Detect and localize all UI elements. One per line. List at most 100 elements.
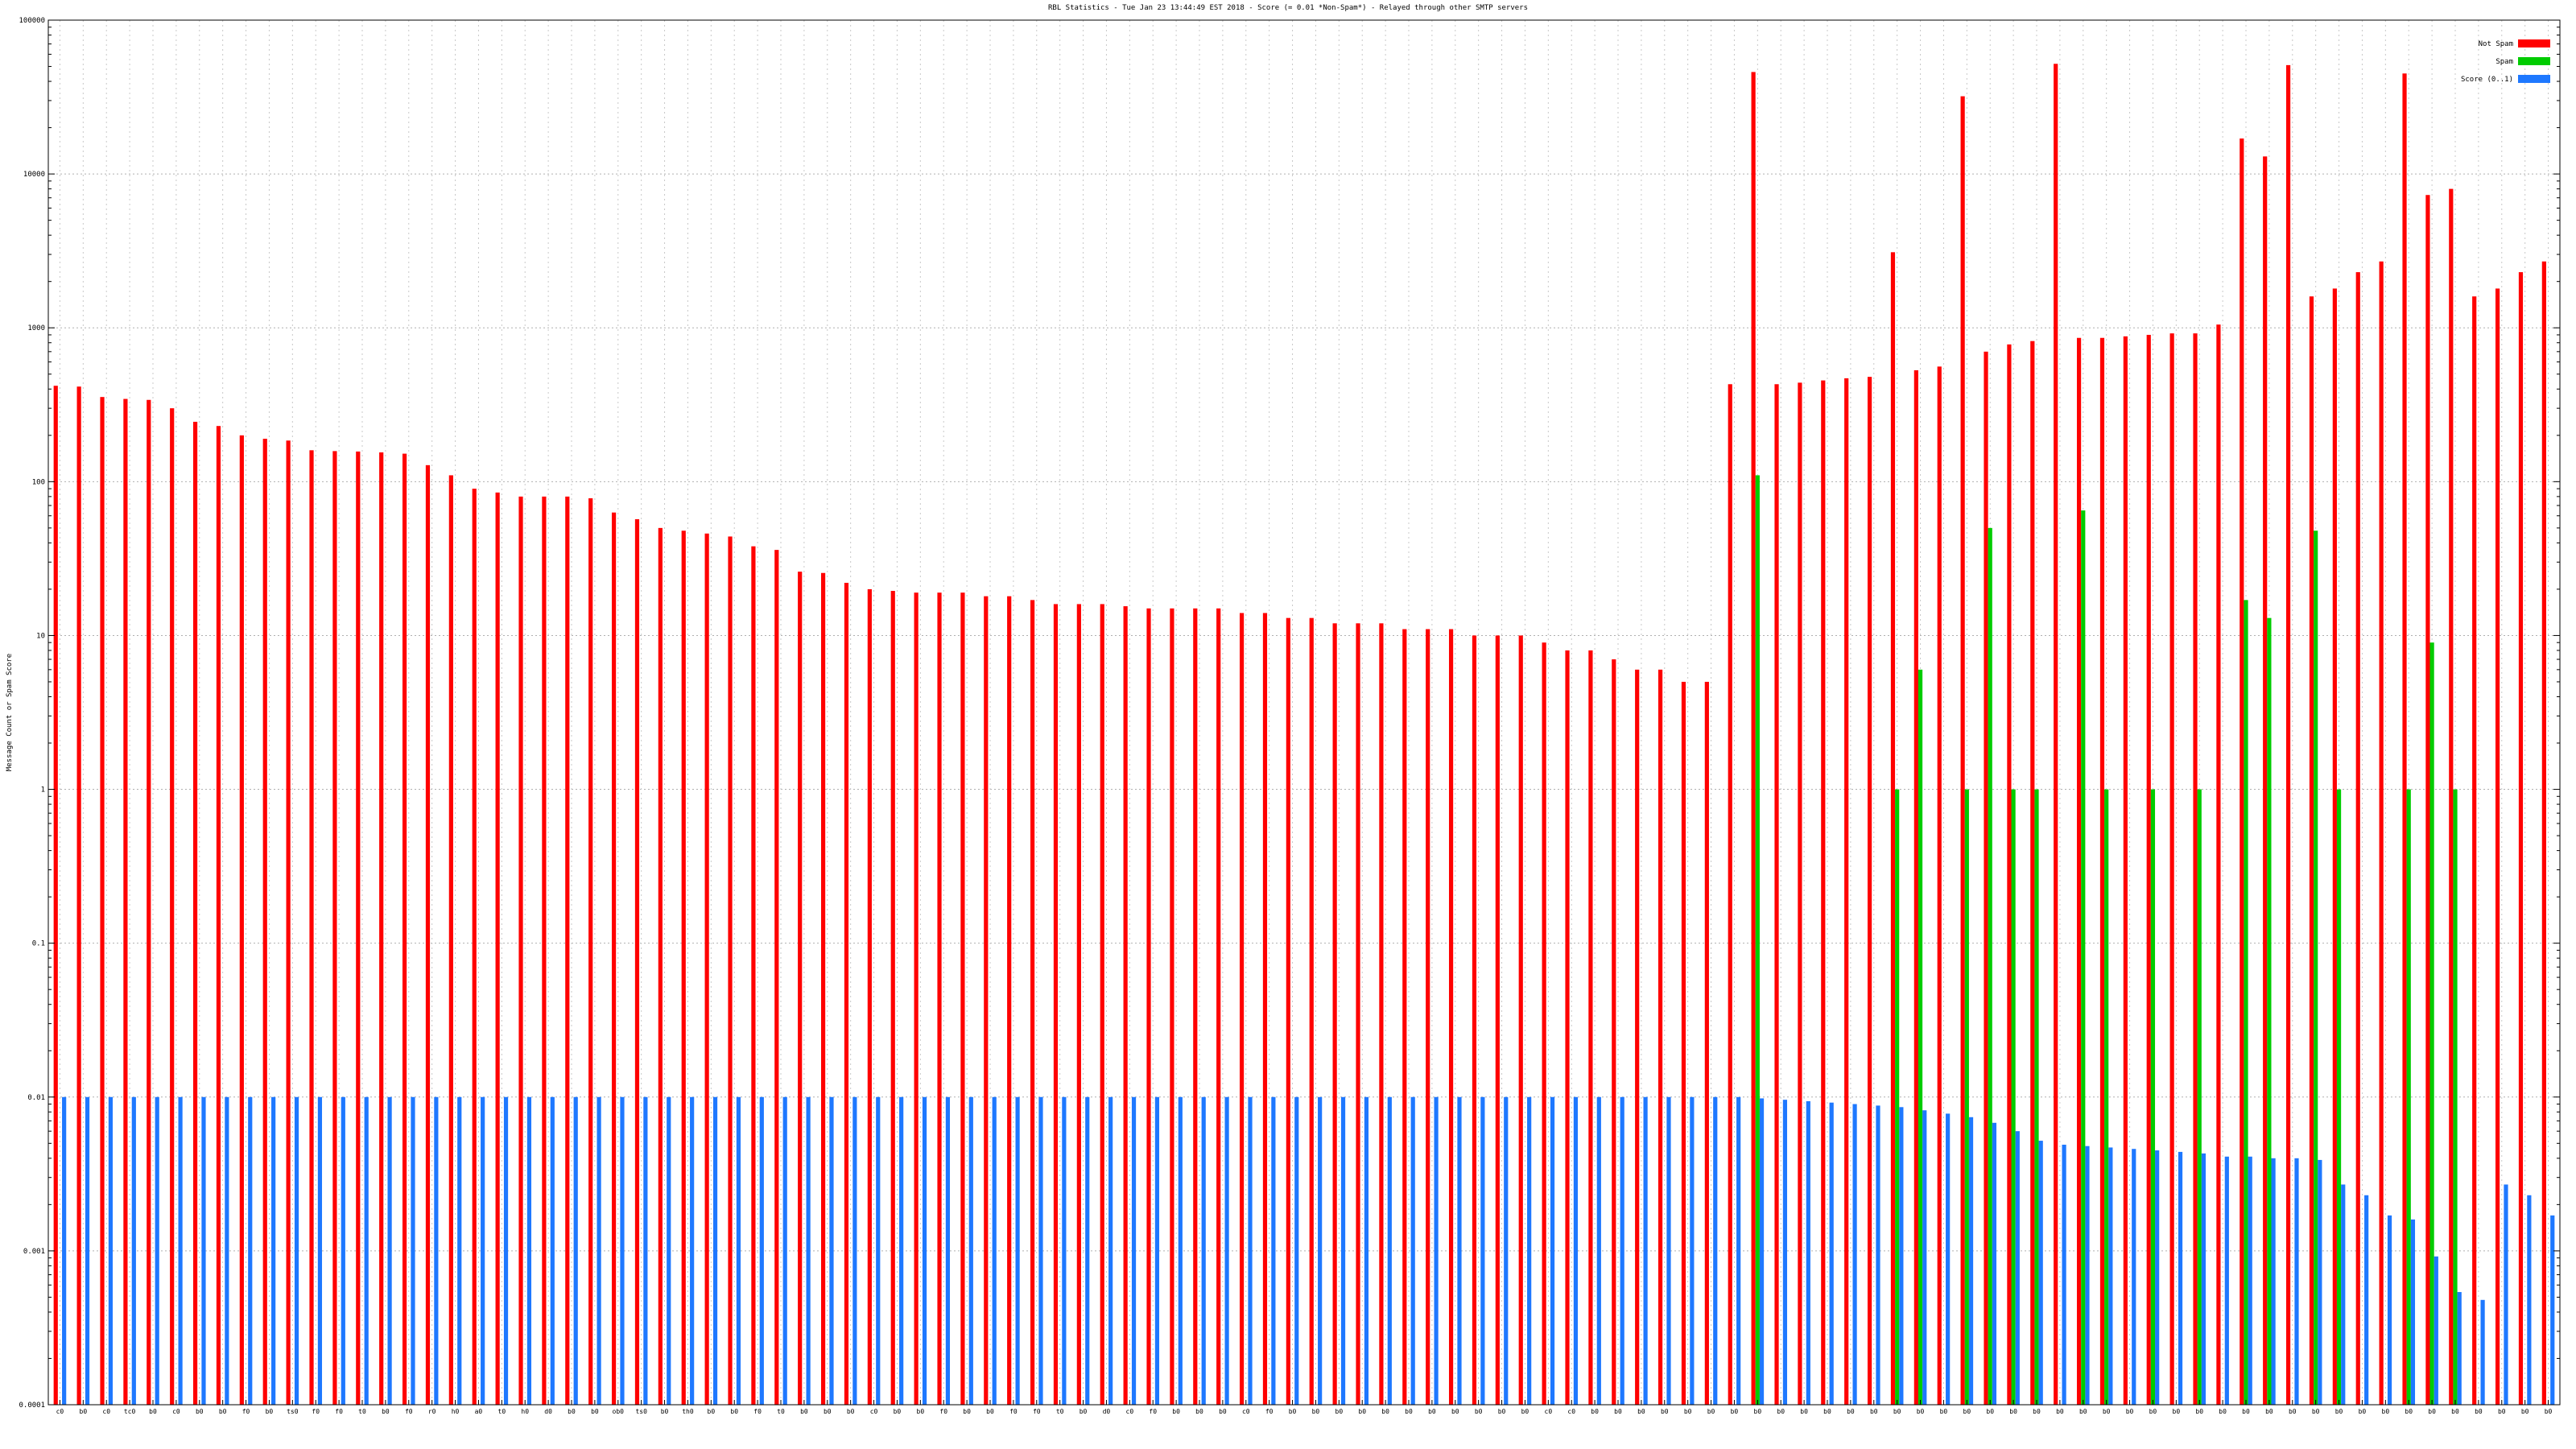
bar-score-0-1: [317, 1096, 323, 1405]
bar-score-0-1: [1643, 1096, 1648, 1405]
bar-score-0-1: [2224, 1156, 2229, 1405]
x-tick-label: b0: [2405, 1408, 2413, 1415]
x-tick-label: b0: [1591, 1408, 1599, 1415]
x-tick-label: b0: [2521, 1408, 2529, 1415]
x-tick-label: b0: [1800, 1408, 1808, 1415]
bar-not-spam: [1076, 604, 1081, 1405]
bar-score-0-1: [1782, 1100, 1788, 1405]
bar-not-spam: [2541, 261, 2546, 1405]
x-tick-label: b0: [219, 1408, 227, 1415]
bar-score-0-1: [131, 1096, 136, 1405]
bar-not-spam: [2169, 333, 2174, 1405]
bar-not-spam: [1356, 623, 1360, 1405]
bar-score-0-1: [225, 1096, 229, 1405]
x-tick-label: c0: [870, 1408, 878, 1415]
bar-not-spam: [2146, 334, 2151, 1405]
y-tick-label: 1000: [27, 324, 45, 332]
bar-score-0-1: [1852, 1104, 1857, 1405]
bar-spam: [2104, 789, 2109, 1405]
x-tick-label: b0: [708, 1408, 716, 1415]
bar-not-spam: [1844, 378, 1849, 1406]
bar-not-spam: [1262, 613, 1268, 1405]
bar-not-spam: [1588, 650, 1593, 1405]
bar-score-0-1: [155, 1096, 159, 1405]
x-tick-label: b0: [1428, 1408, 1436, 1415]
x-tick-label: b0: [1289, 1408, 1297, 1415]
x-tick-label: b0: [1847, 1408, 1855, 1415]
bar-not-spam: [2425, 195, 2430, 1405]
bar-score-0-1: [597, 1096, 601, 1405]
bar-score-0-1: [1364, 1096, 1369, 1405]
bar-not-spam: [937, 592, 942, 1405]
x-tick-label: b0: [2498, 1408, 2506, 1415]
x-tick-label: b0: [1358, 1408, 1366, 1415]
x-tick-label: a0: [475, 1408, 483, 1415]
bar-not-spam: [751, 546, 756, 1405]
x-tick-label: ts0: [287, 1408, 299, 1415]
x-tick-label: b0: [1195, 1408, 1203, 1415]
chart-title: RBL Statistics - Tue Jan 23 13:44:49 EST…: [1048, 4, 1528, 12]
x-tick-label: f0: [242, 1408, 250, 1415]
x-tick-label: b0: [1893, 1408, 1901, 1415]
x-tick-label: b0: [1754, 1408, 1762, 1415]
bar-spam: [2244, 600, 2248, 1405]
legend-swatch: [2518, 39, 2550, 47]
bar-score-0-1: [1434, 1096, 1439, 1405]
bar-not-spam: [170, 408, 175, 1405]
bar-score-0-1: [1806, 1100, 1810, 1405]
bar-score-0-1: [1713, 1096, 1718, 1405]
bar-spam: [2197, 789, 2202, 1405]
x-tick-label: b0: [1521, 1408, 1530, 1415]
bar-score-0-1: [968, 1096, 973, 1405]
x-tick-label: f0: [753, 1408, 762, 1415]
plot-frame: [47, 19, 2561, 1406]
bar-not-spam: [774, 550, 779, 1405]
bar-not-spam: [1612, 659, 1616, 1405]
bar-score-0-1: [1946, 1113, 1951, 1405]
bar-not-spam: [2402, 73, 2407, 1406]
bar-spam: [2150, 789, 2156, 1405]
bar-score-0-1: [667, 1096, 671, 1405]
bar-not-spam: [123, 398, 128, 1405]
x-tick-label: b0: [2103, 1408, 2111, 1415]
bar-not-spam: [239, 435, 244, 1405]
x-tick-label: t0: [358, 1408, 366, 1415]
bar-not-spam: [1053, 604, 1059, 1405]
x-tick-label: ts0: [635, 1408, 647, 1415]
x-tick-label: b0: [1917, 1408, 1925, 1415]
x-tick-label: b0: [2265, 1408, 2273, 1415]
bar-not-spam: [1867, 377, 1872, 1405]
bar-score-0-1: [945, 1096, 951, 1405]
bar-not-spam: [1774, 384, 1779, 1405]
bar-score-0-1: [736, 1096, 741, 1405]
bar-not-spam: [1309, 617, 1314, 1405]
bar-score-0-1: [1596, 1096, 1601, 1405]
x-tick-label: d0: [1103, 1408, 1111, 1415]
bar-score-0-1: [2108, 1147, 2113, 1405]
x-tick-label: b0: [382, 1408, 390, 1415]
legend-swatch: [2518, 75, 2550, 83]
x-tick-label: d0: [544, 1408, 552, 1415]
bar-not-spam: [1821, 380, 1826, 1405]
bar-not-spam: [1472, 635, 1477, 1405]
bar-score-0-1: [2434, 1256, 2438, 1405]
bar-not-spam: [611, 512, 617, 1405]
bar-spam: [1918, 669, 1923, 1405]
bar-spam: [2081, 510, 2086, 1405]
bar-score-0-1: [341, 1096, 345, 1405]
x-tick-label: b0: [266, 1408, 274, 1415]
bar-score-0-1: [829, 1096, 834, 1405]
y-axis-label: Message Count or Spam Score: [6, 654, 14, 771]
bar-score-0-1: [643, 1096, 648, 1405]
x-tick-label: b0: [1940, 1408, 1948, 1415]
bar-score-0-1: [457, 1096, 462, 1405]
bar-not-spam: [1890, 252, 1896, 1406]
bar-score-0-1: [876, 1096, 881, 1405]
bar-not-spam: [914, 592, 919, 1405]
bar-score-0-1: [759, 1096, 764, 1405]
bar-spam: [1988, 527, 1992, 1405]
bar-not-spam: [1146, 608, 1151, 1405]
bar-not-spam: [1426, 629, 1430, 1405]
bar-not-spam: [1170, 608, 1174, 1405]
bar-score-0-1: [503, 1096, 509, 1405]
